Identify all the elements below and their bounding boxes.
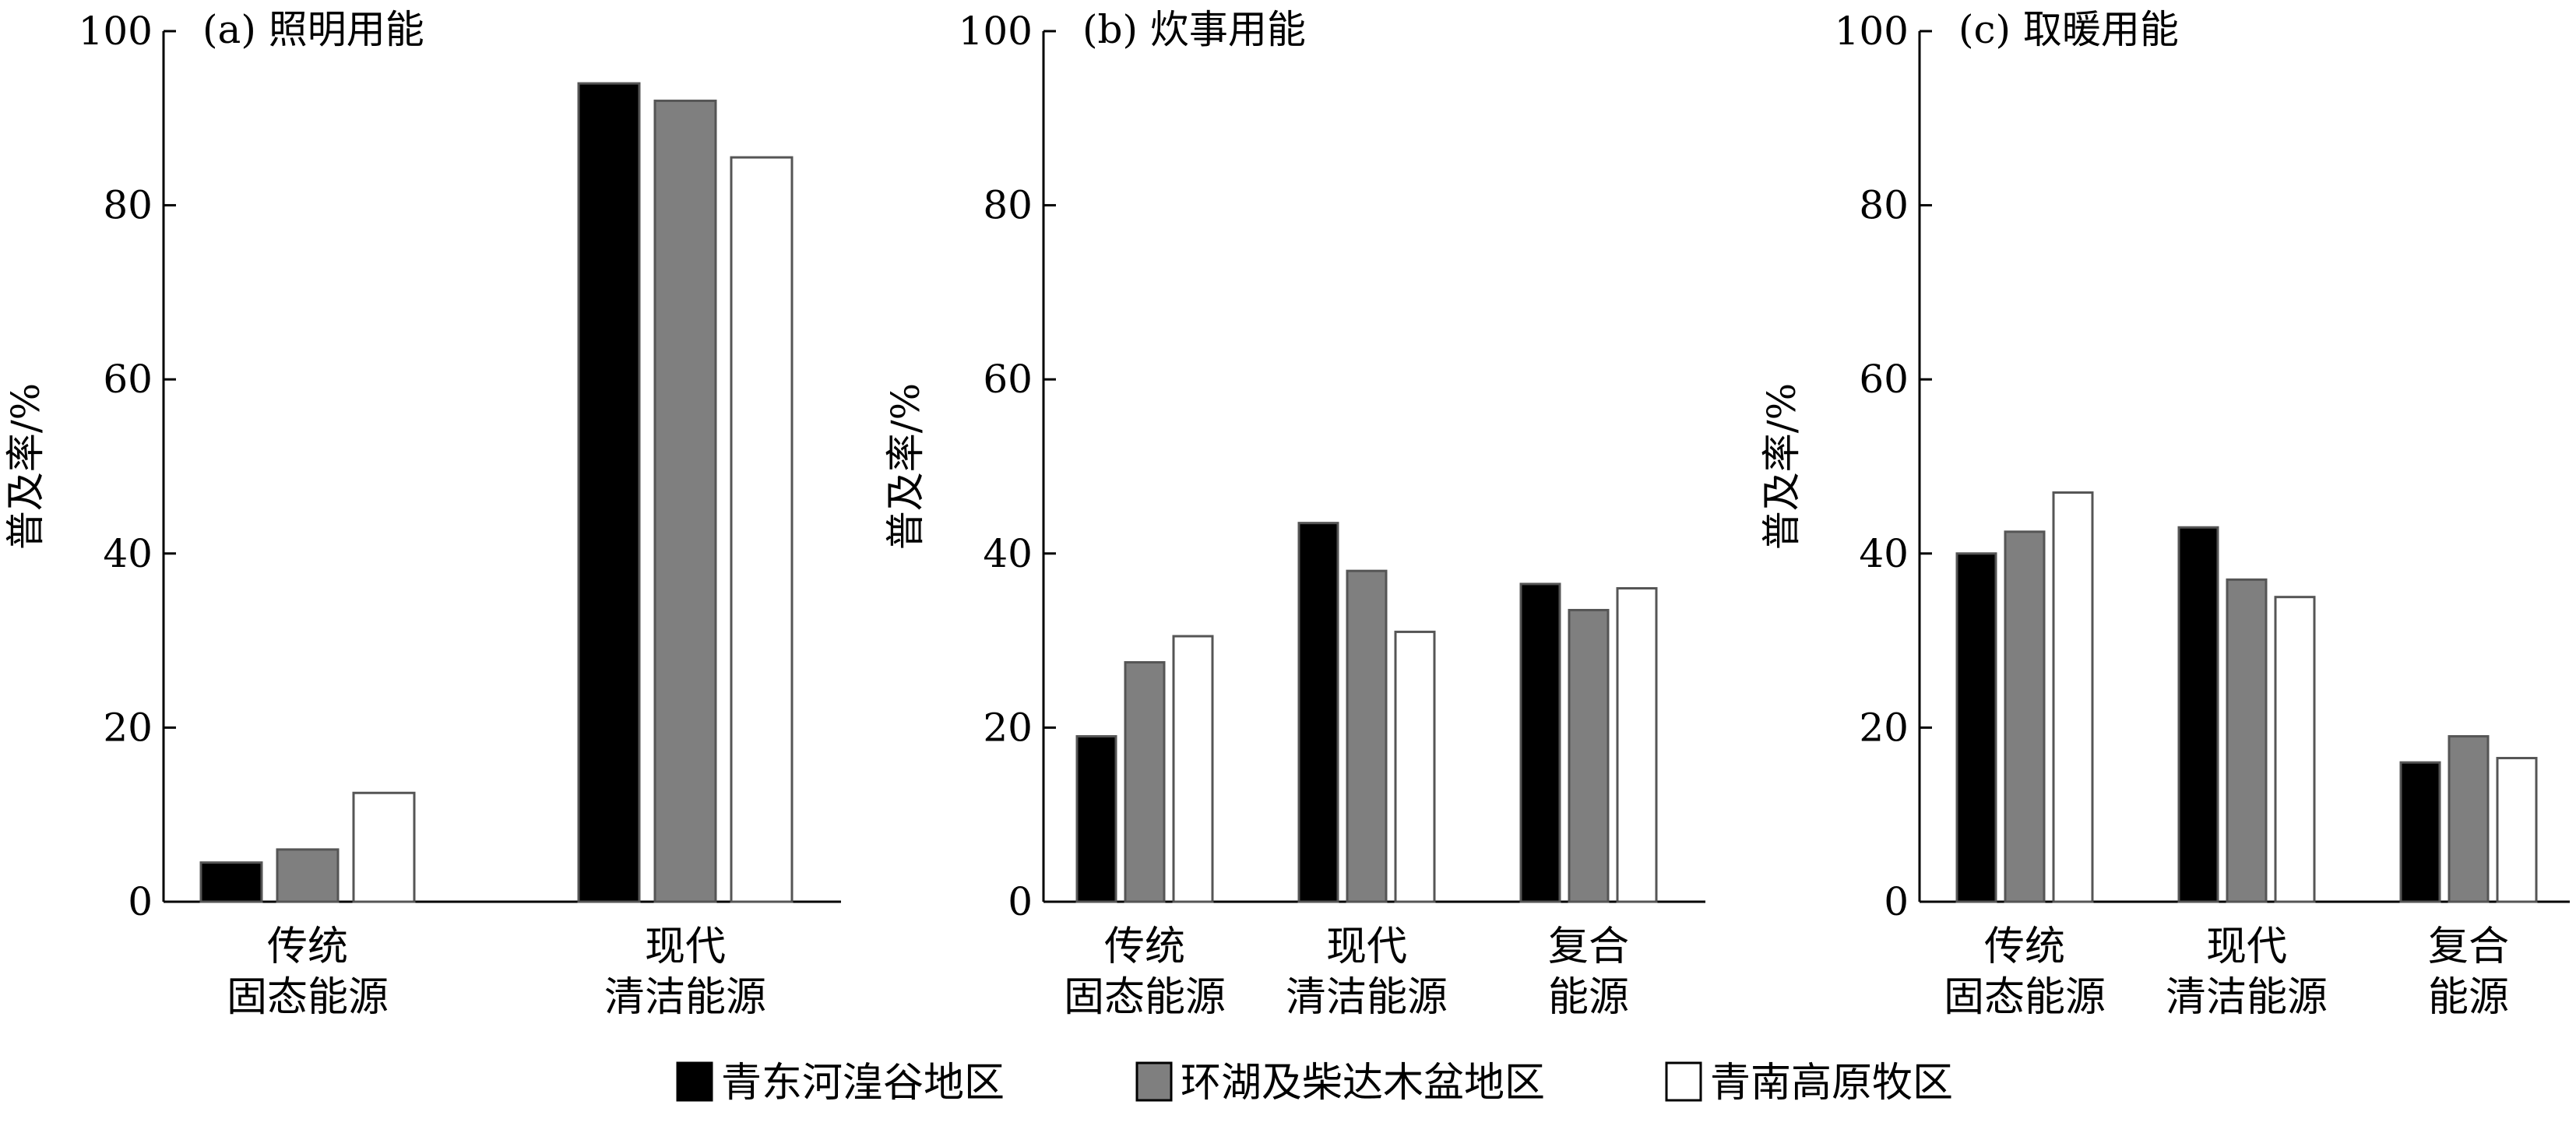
- bar-3-3: [2496, 757, 2538, 903]
- x-category-label: 复合: [2428, 924, 2509, 970]
- legend-swatch-3: [1665, 1061, 1702, 1102]
- y-tick-label: 40: [1859, 531, 1909, 576]
- bar-1-2: [1297, 522, 1339, 903]
- y-tick-label: 0: [1008, 879, 1033, 924]
- x-category-label: 能源: [2428, 974, 2509, 1021]
- bar-3-1: [352, 791, 416, 903]
- panel-title: (b) 炊事用能: [1082, 7, 1306, 52]
- bar-3-3: [1616, 587, 1658, 903]
- y-tick-label: 40: [103, 531, 153, 576]
- bar-1-1: [199, 861, 263, 903]
- x-category-label: 现代: [1326, 924, 1407, 970]
- bar-3-1: [1172, 635, 1214, 903]
- y-tick-label: 80: [983, 183, 1033, 228]
- bar-3-2: [1394, 630, 1436, 903]
- bar-2-2: [2226, 578, 2268, 903]
- y-axis-label: 普及率/%: [883, 383, 928, 550]
- y-tick-label: 0: [128, 879, 153, 924]
- legend-swatch-1: [676, 1061, 713, 1102]
- x-category-label: 传统: [1104, 924, 1185, 970]
- y-tick-label: 80: [103, 183, 153, 228]
- x-category-label: 现代: [2206, 924, 2287, 970]
- x-category-label: 现代: [645, 924, 726, 970]
- x-category-label: 复合: [1548, 924, 1629, 970]
- panel-title: (c) 取暖用能: [1958, 7, 2179, 52]
- bar-2-1: [1124, 661, 1166, 903]
- x-category-label: 固态能源: [1064, 974, 1226, 1021]
- y-tick-label: 100: [1835, 9, 1909, 54]
- y-tick-label: 60: [103, 357, 153, 402]
- bar-2-2: [1346, 569, 1388, 903]
- y-axis-label: 普及率/%: [1759, 383, 1804, 550]
- x-category-label: 清洁能源: [604, 974, 766, 1021]
- legend-label-2: 环湖及柴达木盆地区: [1181, 1060, 1545, 1107]
- bar-1-3: [2399, 761, 2441, 903]
- y-tick-label: 20: [983, 705, 1033, 750]
- y-tick-label: 60: [1859, 357, 1909, 402]
- x-category-label: 固态能源: [1944, 974, 2106, 1021]
- x-category-label: 传统: [1984, 924, 2065, 970]
- x-category-label: 传统: [267, 924, 348, 970]
- legend: 青东河湟谷地区 环湖及柴达木盆地区 青南高原牧区: [676, 1060, 1953, 1107]
- y-tick-label: 40: [983, 531, 1033, 576]
- y-tick-label: 60: [983, 357, 1033, 402]
- legend-swatch-2: [1135, 1061, 1173, 1102]
- y-tick-label: 100: [79, 9, 153, 54]
- y-tick-label: 100: [959, 9, 1033, 54]
- bar-3-2: [730, 156, 794, 903]
- bar-1-2: [2177, 526, 2219, 903]
- bar-2-3: [1568, 608, 1610, 903]
- bar-2-1: [276, 848, 340, 903]
- x-category-label: 能源: [1548, 974, 1629, 1021]
- y-tick-label: 20: [103, 705, 153, 750]
- bar-1-2: [577, 82, 641, 903]
- bar-2-1: [2004, 530, 2046, 903]
- bar-1-1: [1955, 552, 1997, 903]
- bar-3-2: [2274, 596, 2316, 903]
- legend-label-3: 青南高原牧区: [1710, 1060, 1953, 1107]
- x-category-label: 清洁能源: [2166, 974, 2328, 1021]
- bar-1-3: [1519, 582, 1561, 903]
- y-tick-label: 80: [1859, 183, 1909, 228]
- bar-1-1: [1075, 735, 1117, 903]
- panel-title: (a) 照明用能: [202, 7, 424, 52]
- bar-3-1: [2052, 491, 2094, 903]
- y-tick-label: 20: [1859, 705, 1909, 750]
- y-tick-label: 0: [1884, 879, 1909, 924]
- legend-label-1: 青东河湟谷地区: [721, 1060, 1005, 1107]
- x-category-label: 固态能源: [227, 974, 389, 1021]
- x-category-label: 清洁能源: [1286, 974, 1448, 1021]
- y-axis-label: 普及率/%: [3, 383, 48, 550]
- bar-2-3: [2448, 735, 2490, 903]
- bar-2-2: [653, 99, 717, 903]
